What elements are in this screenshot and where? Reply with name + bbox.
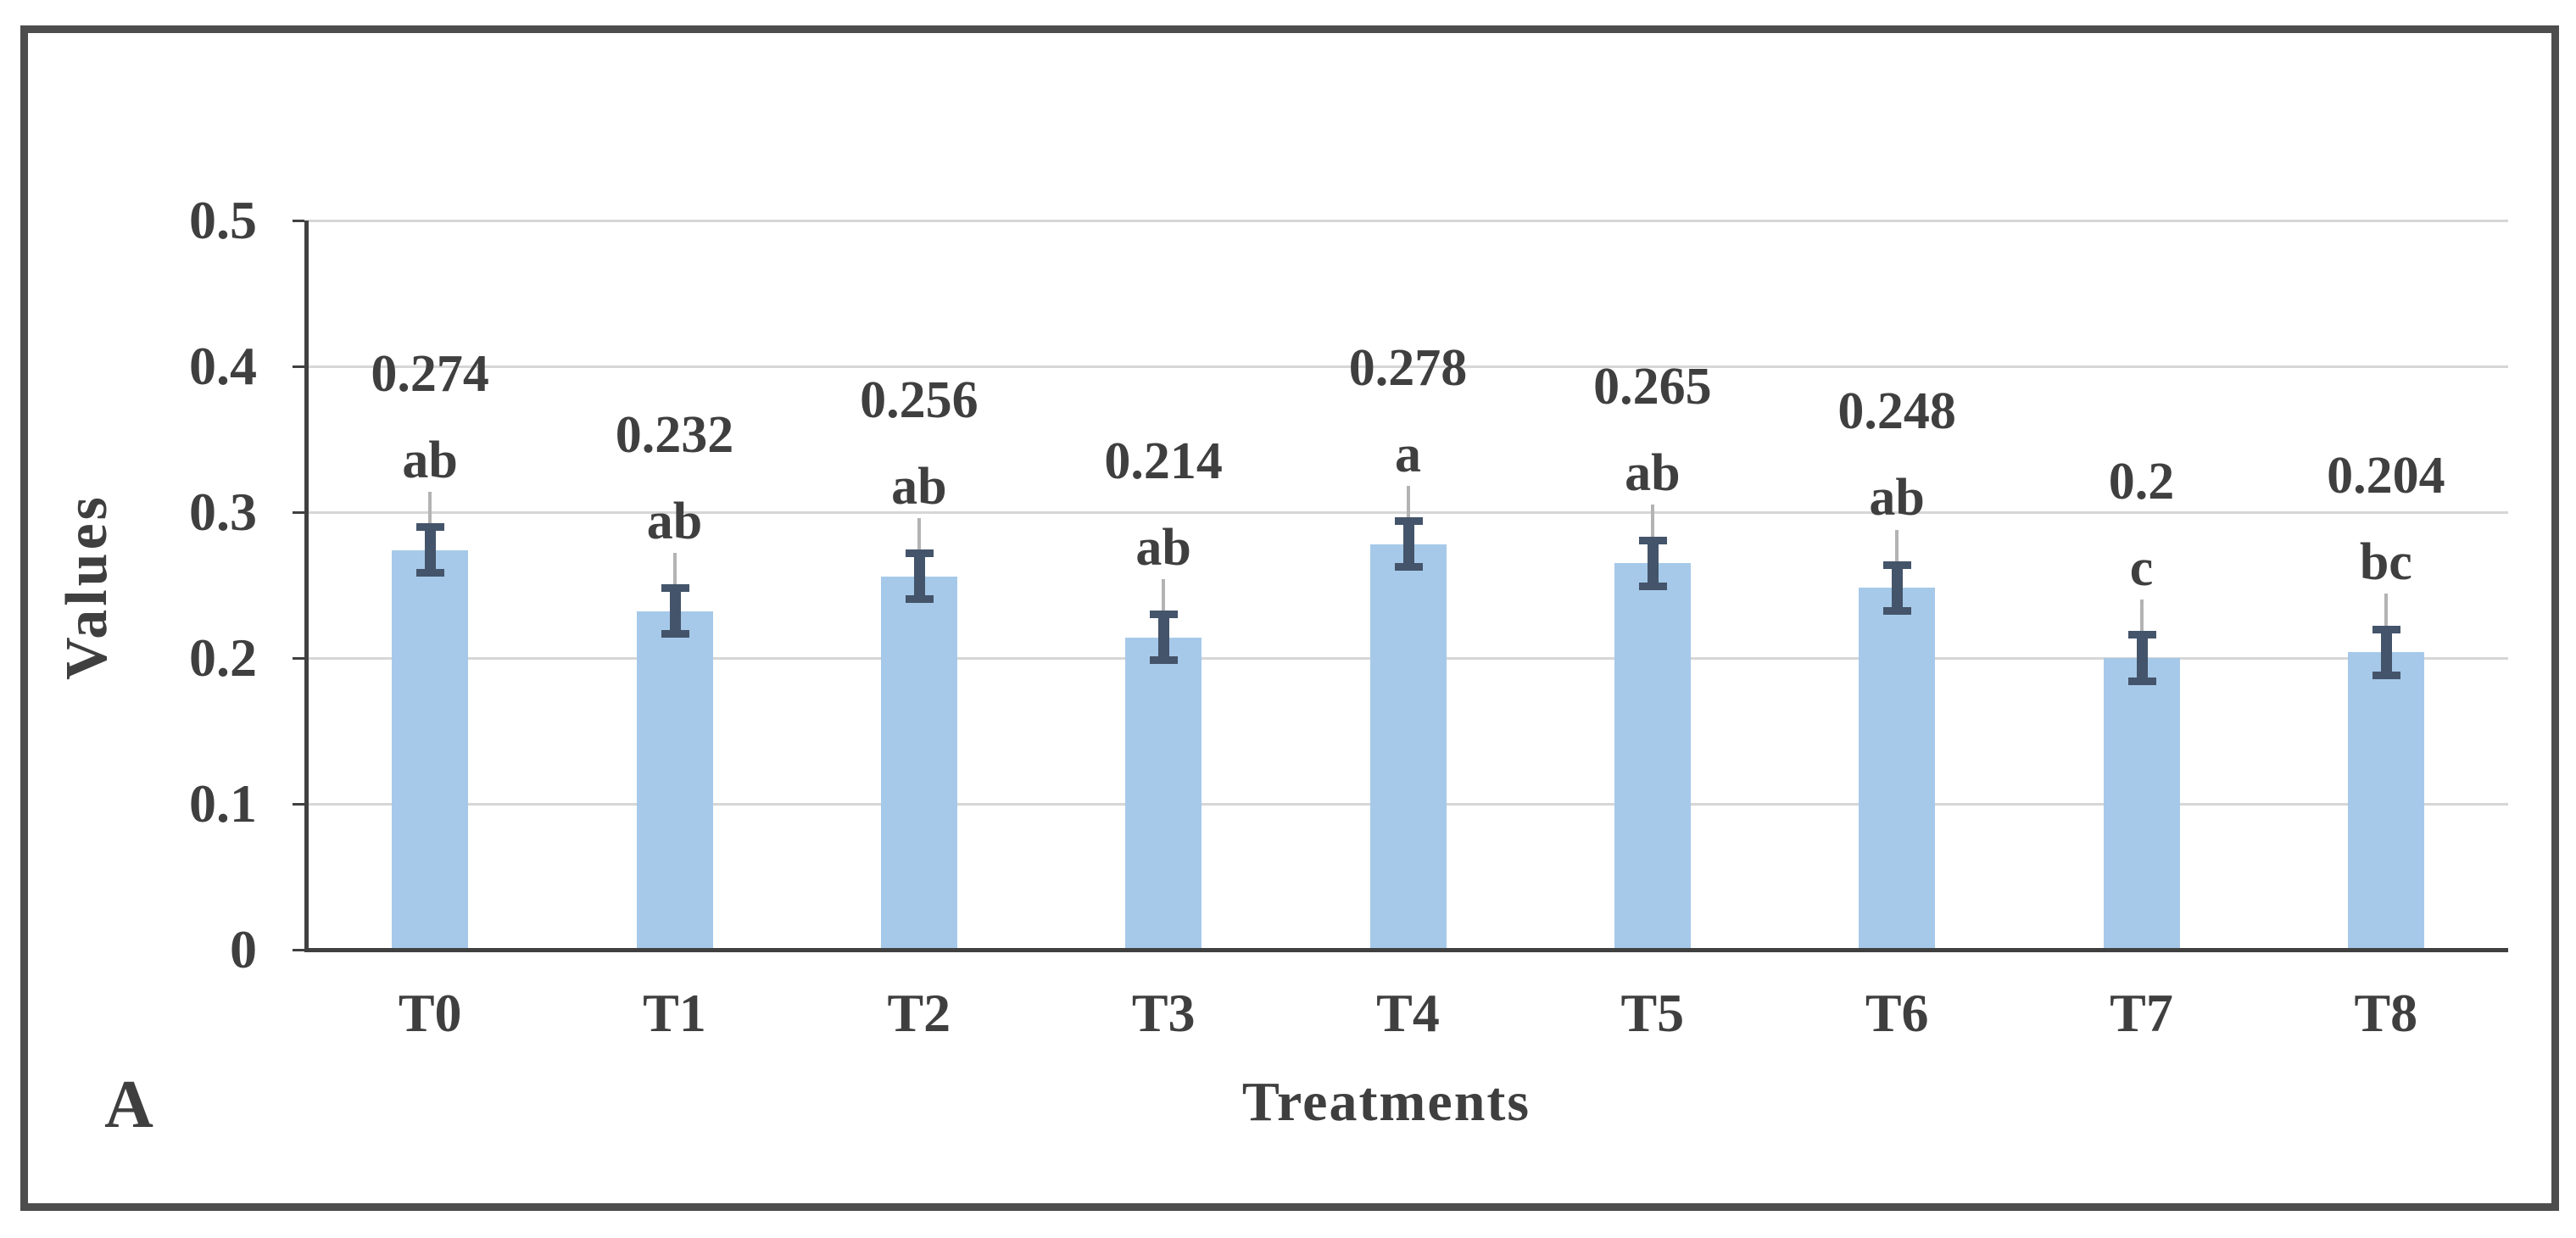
- error-bar-cap-bottom: [2372, 671, 2400, 679]
- panel-label: A: [104, 1068, 153, 1142]
- error-bar-stem: [2136, 634, 2148, 682]
- y-tick-label: 0.2: [189, 627, 257, 688]
- bar-value-label: 0.248: [1837, 382, 1956, 441]
- bar-sig-letter-label: a: [1395, 425, 1421, 483]
- x-tick-label: T2: [887, 983, 951, 1043]
- bar-sig-letter-label: ab: [402, 431, 458, 489]
- y-tick-mark: [293, 803, 304, 806]
- x-tick-label: T5: [1620, 983, 1685, 1043]
- y-axis-line: [304, 220, 309, 952]
- error-bar-cap-bottom: [1638, 582, 1667, 590]
- bar: [1369, 544, 1447, 950]
- bar: [2347, 652, 2424, 950]
- error-bar-cap-bottom: [661, 630, 689, 639]
- bar-value-label: 0.2: [2108, 453, 2175, 510]
- bar: [392, 549, 469, 950]
- bar: [880, 576, 957, 950]
- error-bar-cap-bottom: [2127, 677, 2156, 685]
- bar-value-label: 0.214: [1104, 432, 1223, 490]
- error-bar-cap-bottom: [1883, 606, 1912, 615]
- error-bar-cap-bottom: [1394, 563, 1423, 572]
- y-tick-mark: [293, 220, 304, 222]
- y-tick-label: 0.4: [189, 336, 257, 396]
- bar-value-label: 0.256: [860, 371, 979, 429]
- figure-border: [20, 25, 2559, 1211]
- y-tick-label: 0.1: [189, 773, 257, 834]
- bar-sig-letter-label: ab: [1625, 444, 1681, 503]
- bar: [1125, 637, 1202, 950]
- y-tick-label: 0.5: [189, 190, 257, 250]
- bar-sig-letter-label: ab: [891, 457, 947, 516]
- bar: [1614, 563, 1691, 950]
- y-tick-label: 0: [230, 919, 257, 979]
- bar-value-label: 0.232: [615, 405, 734, 464]
- error-bar-cap-top: [905, 549, 934, 558]
- y-tick-mark: [293, 949, 304, 951]
- error-bar-stem: [1892, 564, 1904, 611]
- bar: [2103, 658, 2180, 950]
- error-bar-stem: [1402, 521, 1414, 568]
- error-bar-cap-top: [2127, 631, 2156, 639]
- x-axis-title: Treatments: [1241, 1071, 1531, 1133]
- error-bar-cap-top: [2372, 625, 2400, 633]
- y-tick-mark: [293, 657, 304, 660]
- bar-sig-letter-label: ab: [646, 492, 703, 550]
- bar: [636, 611, 713, 950]
- error-bar-stem: [669, 588, 681, 635]
- y-axis-title: Values: [54, 494, 120, 680]
- x-tick-label: T7: [2110, 983, 2173, 1043]
- error-bar-cap-top: [1150, 611, 1179, 619]
- bar-sig-letter-label: ab: [1869, 469, 1925, 527]
- bar-value-label: 0.278: [1348, 338, 1468, 397]
- gridline: [308, 220, 2508, 222]
- error-bar-stem: [913, 553, 925, 600]
- bar: [1859, 588, 1936, 950]
- x-tick-label: T0: [398, 983, 462, 1043]
- x-tick-label: T4: [1376, 983, 1440, 1043]
- x-tick-label: T3: [1131, 983, 1196, 1043]
- error-bar-cap-top: [1883, 560, 1912, 569]
- bar-value-label: 0.204: [2327, 447, 2445, 505]
- x-axis-line: [308, 948, 2508, 952]
- error-bar-cap-bottom: [416, 569, 445, 577]
- error-bar-cap-top: [416, 523, 445, 532]
- x-tick-label: T8: [2354, 983, 2418, 1043]
- bar-sig-letter-label: c: [2129, 539, 2154, 597]
- x-tick-label: T1: [643, 983, 706, 1043]
- bar-value-label: 0.265: [1593, 358, 1712, 416]
- error-bar-cap-bottom: [1150, 656, 1179, 665]
- error-bar-cap-top: [661, 584, 689, 593]
- y-tick-mark: [293, 365, 304, 368]
- bar-sig-letter-label: bc: [2359, 533, 2412, 592]
- bar-value-label: 0.274: [371, 344, 489, 403]
- bar-sig-letter-label: ab: [1135, 518, 1191, 577]
- gridline: [308, 365, 2508, 368]
- error-bar-cap-bottom: [905, 595, 934, 604]
- error-bar-cap-top: [1638, 536, 1667, 544]
- error-bar-stem: [1158, 614, 1170, 661]
- error-bar-stem: [425, 527, 437, 574]
- error-bar-cap-top: [1394, 517, 1423, 526]
- y-tick-mark: [293, 511, 304, 514]
- error-bar-stem: [2380, 628, 2392, 676]
- y-tick-label: 0.3: [189, 482, 257, 542]
- error-bar-stem: [1647, 539, 1659, 587]
- x-tick-label: T6: [1865, 983, 1929, 1043]
